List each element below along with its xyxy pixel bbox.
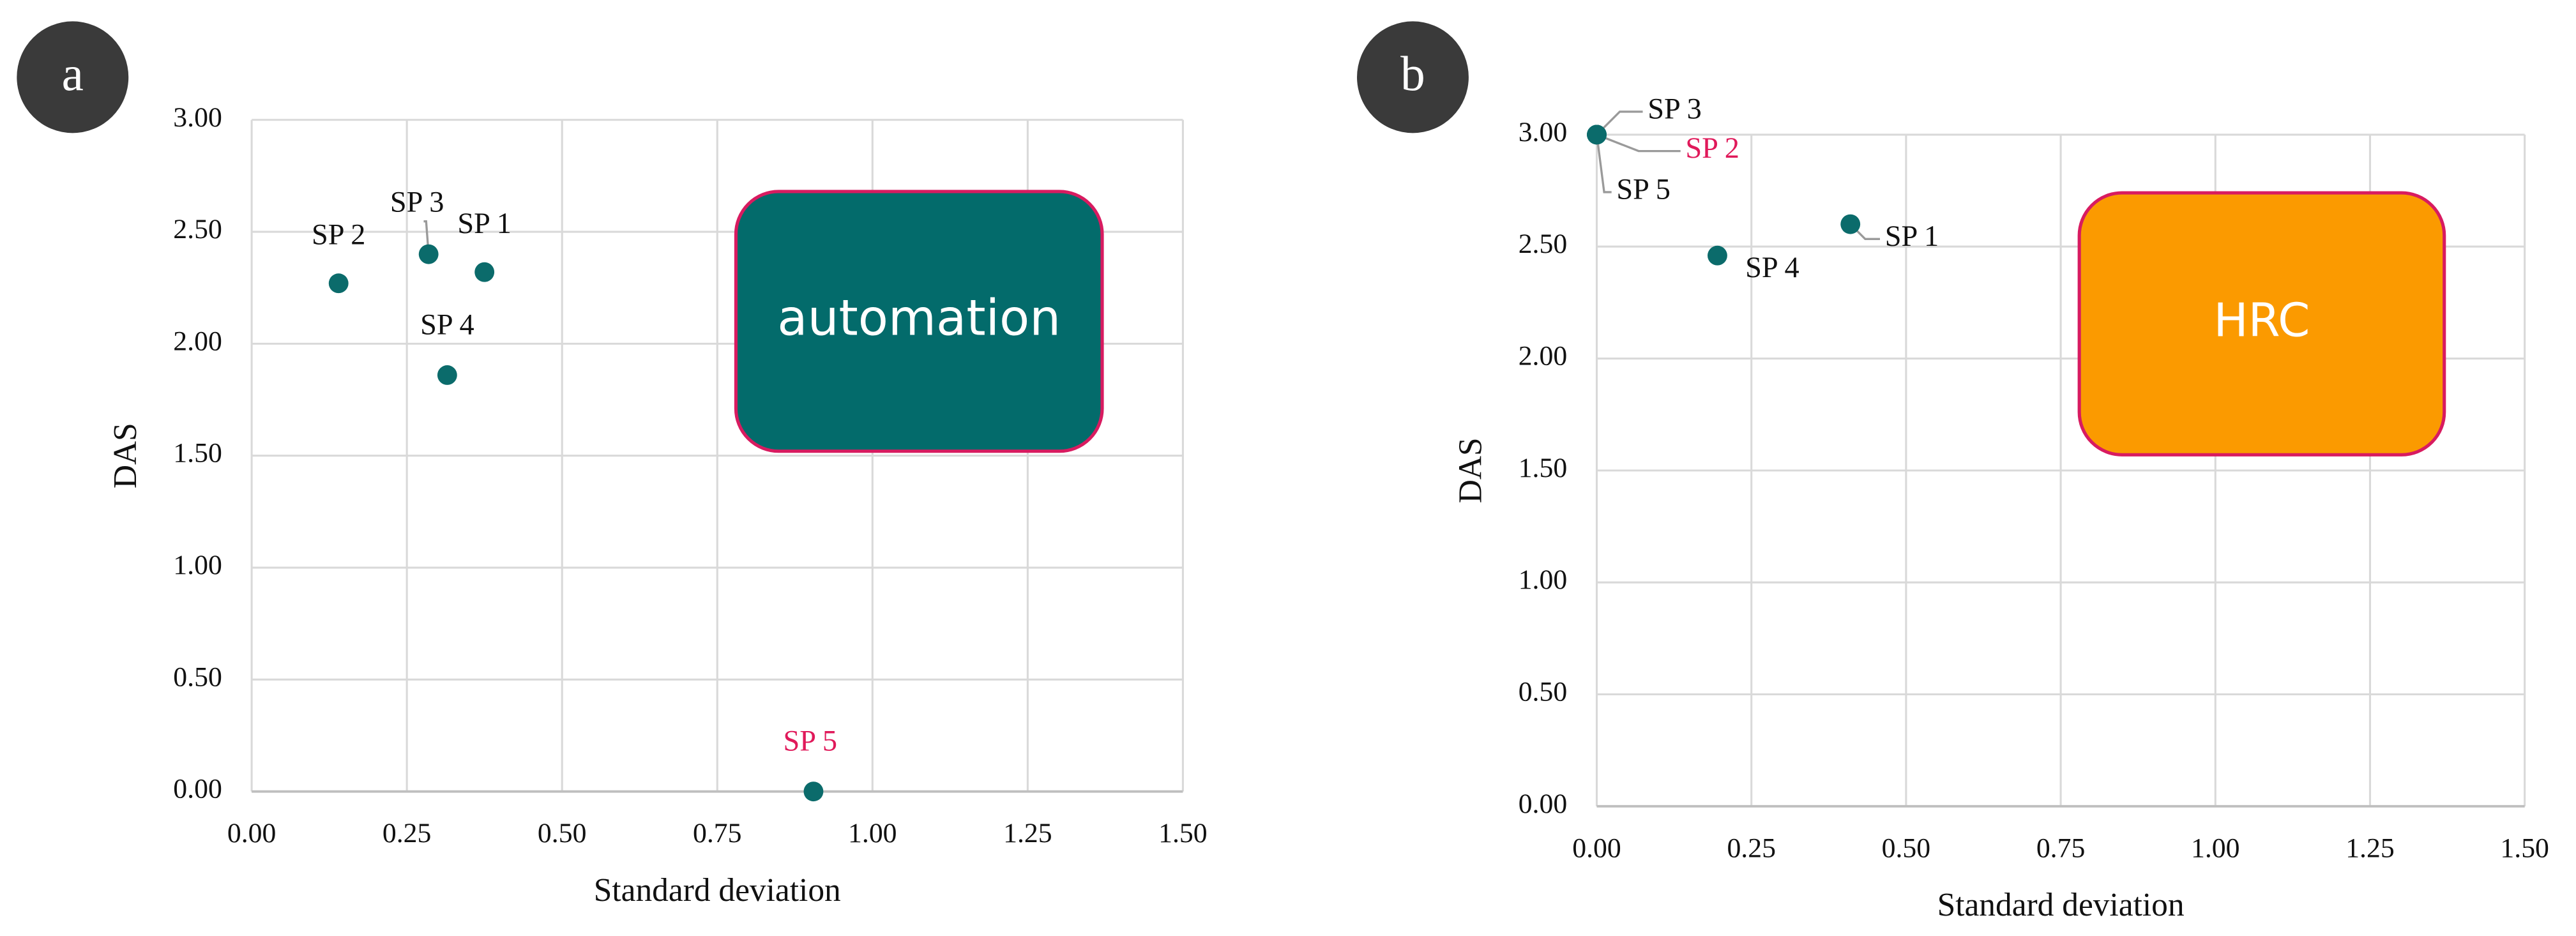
x-tick-label: 1.50 — [2500, 833, 2549, 863]
point-label: SP 3 — [1648, 93, 1701, 126]
x-axis-title: Standard deviation — [594, 872, 841, 909]
data-point — [418, 244, 439, 264]
x-tick-label: 0.00 — [227, 818, 277, 849]
x-tick-label: 0.75 — [693, 818, 742, 849]
panel-label: a — [62, 46, 84, 101]
x-tick-label: 0.50 — [1882, 833, 1931, 863]
x-tick-label: 1.25 — [1003, 818, 1052, 849]
leader-line — [423, 220, 430, 255]
annotation-box — [734, 190, 1104, 453]
point-label: SP 1 — [1885, 220, 1939, 253]
y-tick-label: 1.00 — [1519, 564, 1568, 595]
point-label: SP 4 — [1745, 252, 1799, 284]
y-tick-label: 0.00 — [173, 774, 222, 804]
x-tick-label: 0.50 — [538, 818, 587, 849]
point-label: SP 3 — [390, 186, 444, 219]
data-point — [803, 781, 824, 802]
panel-label: b — [1400, 46, 1425, 101]
leader-line — [1596, 133, 1681, 153]
y-axis-title: DAS — [107, 423, 144, 488]
x-tick-label: 0.25 — [383, 818, 432, 849]
point-label: SP 2 — [312, 218, 365, 251]
data-point — [328, 273, 349, 294]
y-tick-label: 1.50 — [173, 438, 222, 469]
data-point — [1587, 125, 1607, 145]
data-point — [1707, 245, 1727, 266]
x-tick-label: 1.50 — [1158, 818, 1208, 849]
x-tick-label: 0.00 — [1572, 833, 1621, 863]
y-tick-label: 2.00 — [173, 326, 222, 356]
x-tick-label: 1.00 — [2191, 833, 2240, 863]
y-tick-label: 2.00 — [1519, 341, 1568, 372]
panel-badge — [17, 21, 129, 133]
y-tick-label: 0.50 — [1519, 677, 1568, 707]
leader-line — [1596, 110, 1643, 136]
panel-badge — [1357, 21, 1469, 133]
x-tick-label: 1.25 — [2345, 833, 2395, 863]
x-tick-label: 0.25 — [1727, 833, 1776, 863]
y-tick-label: 3.00 — [173, 102, 222, 133]
y-axis-title: DAS — [1452, 437, 1489, 503]
y-tick-label: 2.50 — [1519, 229, 1568, 259]
point-label: SP 5 — [1616, 174, 1670, 206]
x-tick-label: 1.00 — [848, 818, 897, 849]
point-label: SP 1 — [457, 208, 511, 240]
data-point — [474, 262, 495, 282]
data-point — [437, 365, 457, 385]
y-tick-label: 3.00 — [1519, 117, 1568, 147]
annotation-box — [2077, 191, 2446, 457]
point-label: SP 4 — [420, 309, 474, 342]
x-tick-label: 0.75 — [2036, 833, 2086, 863]
leader-line — [1595, 134, 1612, 193]
y-tick-label: 2.50 — [173, 214, 222, 245]
y-tick-label: 0.00 — [1519, 789, 1568, 819]
y-tick-label: 1.50 — [1519, 453, 1568, 483]
y-tick-label: 0.50 — [173, 661, 222, 692]
y-tick-label: 1.00 — [173, 550, 222, 580]
annotation-text: HRC — [2214, 294, 2310, 347]
annotation-text: automation — [777, 289, 1061, 347]
x-axis-title: Standard deviation — [1937, 887, 2185, 923]
point-label: SP 5 — [784, 725, 837, 758]
point-label: SP 2 — [1685, 132, 1739, 165]
data-point — [1840, 214, 1861, 234]
